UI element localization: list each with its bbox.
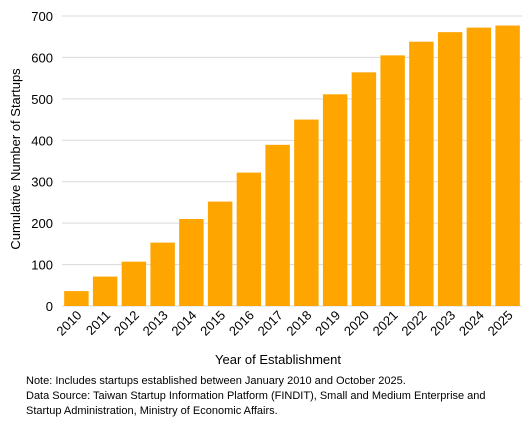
- bar-2010: [64, 291, 89, 306]
- y-axis-ticks: 0 100 200 300 400 500 600 700: [31, 9, 53, 314]
- bars: [64, 25, 520, 307]
- y-axis-label: Cumulative Number of Startups: [8, 68, 23, 250]
- y-tick-label: 600: [31, 50, 53, 65]
- bar-2014: [179, 219, 204, 306]
- x-axis-ticks: 2010201120122013201420152016201720182019…: [53, 308, 515, 339]
- y-tick-label: 200: [31, 216, 53, 231]
- x-tick-label: 2010: [53, 308, 84, 339]
- y-tick-label: 0: [46, 299, 53, 314]
- bar-2012: [121, 261, 147, 306]
- y-tick-label: 700: [31, 9, 53, 24]
- x-tick-label: 2025: [485, 308, 516, 339]
- y-tick-label: 100: [31, 258, 53, 273]
- bar-2021: [380, 55, 405, 306]
- x-tick-label: 2020: [341, 308, 372, 339]
- note-text: Note: Includes startups established betw…: [26, 375, 406, 387]
- bar-2015: [207, 201, 233, 306]
- bar-2024: [466, 27, 492, 306]
- x-tick-label: 2015: [197, 308, 228, 339]
- x-tick-label: 2021: [370, 308, 401, 339]
- bar-2022: [409, 41, 434, 306]
- x-axis-label: Year of Establishment: [215, 352, 341, 367]
- x-tick-label: 2019: [312, 308, 343, 339]
- bar-2017: [265, 144, 290, 306]
- x-tick-label: 2022: [398, 308, 429, 339]
- data-source-text: Data Source: Taiwan Startup Information …: [26, 390, 486, 417]
- bar-2023: [437, 32, 463, 306]
- x-tick-label: 2014: [168, 308, 199, 339]
- x-tick-label: 2017: [255, 308, 286, 339]
- y-tick-label: 500: [31, 92, 53, 107]
- y-tick-label: 400: [31, 133, 53, 148]
- x-tick-label: 2024: [456, 308, 487, 339]
- x-tick-label: 2011: [83, 308, 113, 338]
- x-tick-label: 2013: [140, 308, 171, 339]
- bar-2013: [150, 242, 175, 306]
- bar-2025: [495, 25, 520, 307]
- bar-2011: [92, 276, 118, 306]
- bar-2019: [322, 94, 348, 306]
- x-tick-label: 2012: [111, 308, 142, 339]
- y-tick-label: 300: [31, 175, 53, 190]
- bar-2018: [294, 119, 319, 306]
- chart-notes: Note: Includes startups established betw…: [26, 374, 521, 419]
- bar-2020: [351, 72, 377, 306]
- x-tick-label: 2023: [427, 308, 458, 339]
- x-tick-label: 2018: [283, 308, 314, 339]
- bar-2016: [236, 172, 262, 306]
- x-tick-label: 2016: [226, 308, 257, 339]
